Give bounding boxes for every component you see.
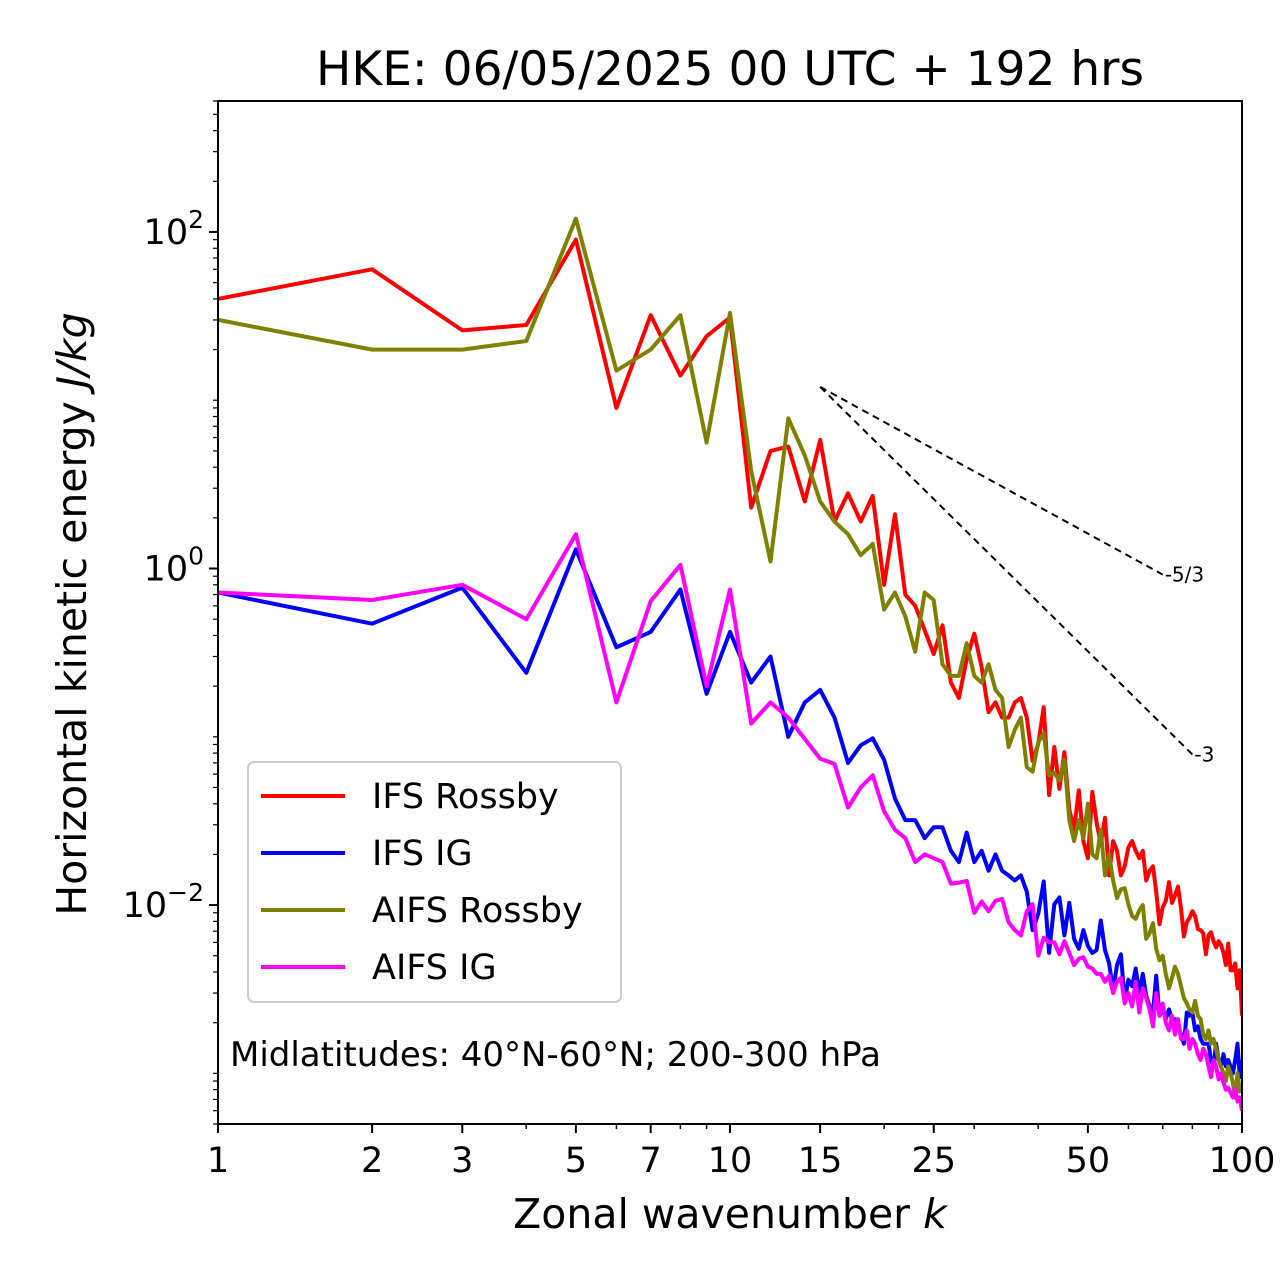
legend-box — [247, 761, 622, 1003]
x-tick-label: 25 — [911, 1141, 956, 1181]
series-line-ifs-ig — [218, 547, 1242, 1080]
x-tick-label: 50 — [1066, 1141, 1111, 1181]
chart-title: HKE: 06/05/2025 00 UTC + 192 hrs — [316, 42, 1144, 97]
reference-slope-label: -5/3 — [1165, 563, 1204, 587]
x-tick-label: 1 — [207, 1141, 229, 1181]
x-tick-label: 10 — [708, 1141, 753, 1181]
series-group — [218, 216, 1242, 1112]
x-tick-label: 100 — [1209, 1141, 1276, 1181]
x-tick-label: 15 — [798, 1141, 843, 1181]
legend-label: AIFS Rossby — [372, 891, 583, 931]
series-line-aifs-rossby — [218, 216, 1242, 1100]
x-tick-label: 7 — [640, 1141, 662, 1181]
reference-slope-label: -3 — [1194, 742, 1214, 766]
legend: IFS Rossby IFS IG AIFS Rossby AIFS IG — [247, 761, 622, 1003]
x-axis-label: Zonal wavenumber k — [513, 1190, 949, 1238]
series-line-aifs-ig — [218, 532, 1242, 1112]
x-axis-ticks: 1 2 3 5 7 10 15 25 50 100 — [207, 1124, 1276, 1181]
y-axis-ticks: 102 100 10−2 — [123, 205, 218, 926]
x-tick-label: 3 — [451, 1141, 473, 1181]
reference-slope-line — [819, 386, 1194, 756]
y-tick-label: 100 — [144, 542, 204, 590]
legend-label: IFS Rossby — [372, 777, 559, 817]
reference-slopes: -5/3 -3 — [819, 386, 1214, 766]
y-tick-label: 10−2 — [123, 878, 204, 926]
x-tick-label: 5 — [565, 1141, 587, 1181]
legend-label: IFS IG — [372, 834, 473, 874]
legend-label: AIFS IG — [372, 948, 497, 988]
y-tick-label: 102 — [144, 205, 204, 253]
y-axis-label: Horizontal kinetic energy J/kg — [48, 312, 96, 915]
x-tick-label: 2 — [361, 1141, 383, 1181]
region-annotation: Midlatitudes: 40°N-60°N; 200-300 hPa — [230, 1035, 881, 1075]
reference-slope-line — [819, 386, 1164, 576]
